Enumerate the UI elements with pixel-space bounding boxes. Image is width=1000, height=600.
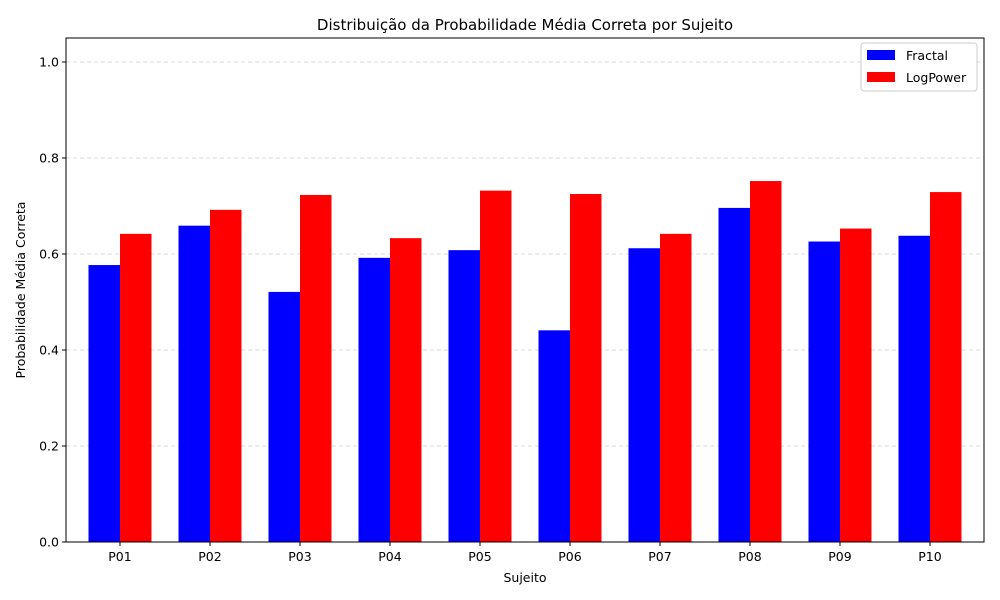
- legend-swatch-logpower: [867, 72, 895, 82]
- bar-fractal-p02: [178, 225, 210, 542]
- x-tick-label: P09: [828, 549, 851, 564]
- y-tick-label: 0.8: [39, 151, 59, 166]
- bar-logpower-p08: [750, 181, 782, 543]
- legend-swatch-fractal: [867, 50, 895, 60]
- x-tick-label: P03: [288, 549, 311, 564]
- legend-label-logpower: LogPower: [906, 70, 967, 85]
- chart-title: Distribuição da Probabilidade Média Corr…: [317, 16, 733, 34]
- bar-logpower-p10: [930, 192, 962, 542]
- x-tick-label: P08: [738, 549, 761, 564]
- y-axis: 0.0 0.2 0.4 0.6 0.8 1.0: [39, 55, 66, 550]
- bar-logpower-p03: [300, 194, 332, 542]
- bar-fractal-p07: [628, 248, 660, 543]
- bar-logpower-p09: [840, 228, 872, 542]
- bar-fractal-p10: [898, 235, 930, 542]
- x-tick-label: P04: [378, 549, 401, 564]
- y-tick-label: 0.2: [39, 439, 59, 454]
- bar-fractal-p08: [718, 207, 750, 543]
- bar-logpower-p05: [480, 190, 512, 542]
- bar-fractal-p09: [808, 241, 840, 542]
- y-tick-label: 0.6: [39, 247, 59, 262]
- plot-frame: [65, 37, 985, 543]
- y-axis-label: Probabilidade Média Correta: [13, 202, 28, 379]
- x-tick-label: P01: [108, 549, 131, 564]
- y-tick-label: 0.4: [39, 343, 59, 358]
- x-tick-label: P02: [198, 549, 221, 564]
- x-axis-label: Sujeito: [503, 570, 546, 585]
- bar-fractal-p01: [88, 265, 120, 542]
- bar-logpower-p06: [570, 194, 602, 542]
- x-tick-label: P06: [558, 549, 581, 564]
- x-tick-label: P10: [918, 549, 941, 564]
- y-tick-label: 0.0: [39, 535, 59, 550]
- bar-fractal-p06: [538, 330, 570, 542]
- bar-logpower-p07: [660, 233, 692, 542]
- bar-logpower-p04: [390, 238, 422, 542]
- x-tick-label: P07: [648, 549, 671, 564]
- bars: [88, 181, 962, 543]
- x-axis: P01 P02 P03 P04 P05 P06 P07 P08 P09 P10: [108, 542, 942, 564]
- bar-logpower-p01: [120, 233, 152, 542]
- bar-fractal-p03: [268, 291, 300, 542]
- legend-label-fractal: Fractal: [906, 48, 948, 63]
- legend: Fractal LogPower: [860, 42, 978, 92]
- y-tick-label: 1.0: [39, 55, 59, 70]
- x-tick-label: P05: [468, 549, 491, 564]
- bar-fractal-p05: [448, 250, 480, 542]
- bar-fractal-p04: [358, 257, 390, 542]
- bar-logpower-p02: [210, 209, 242, 542]
